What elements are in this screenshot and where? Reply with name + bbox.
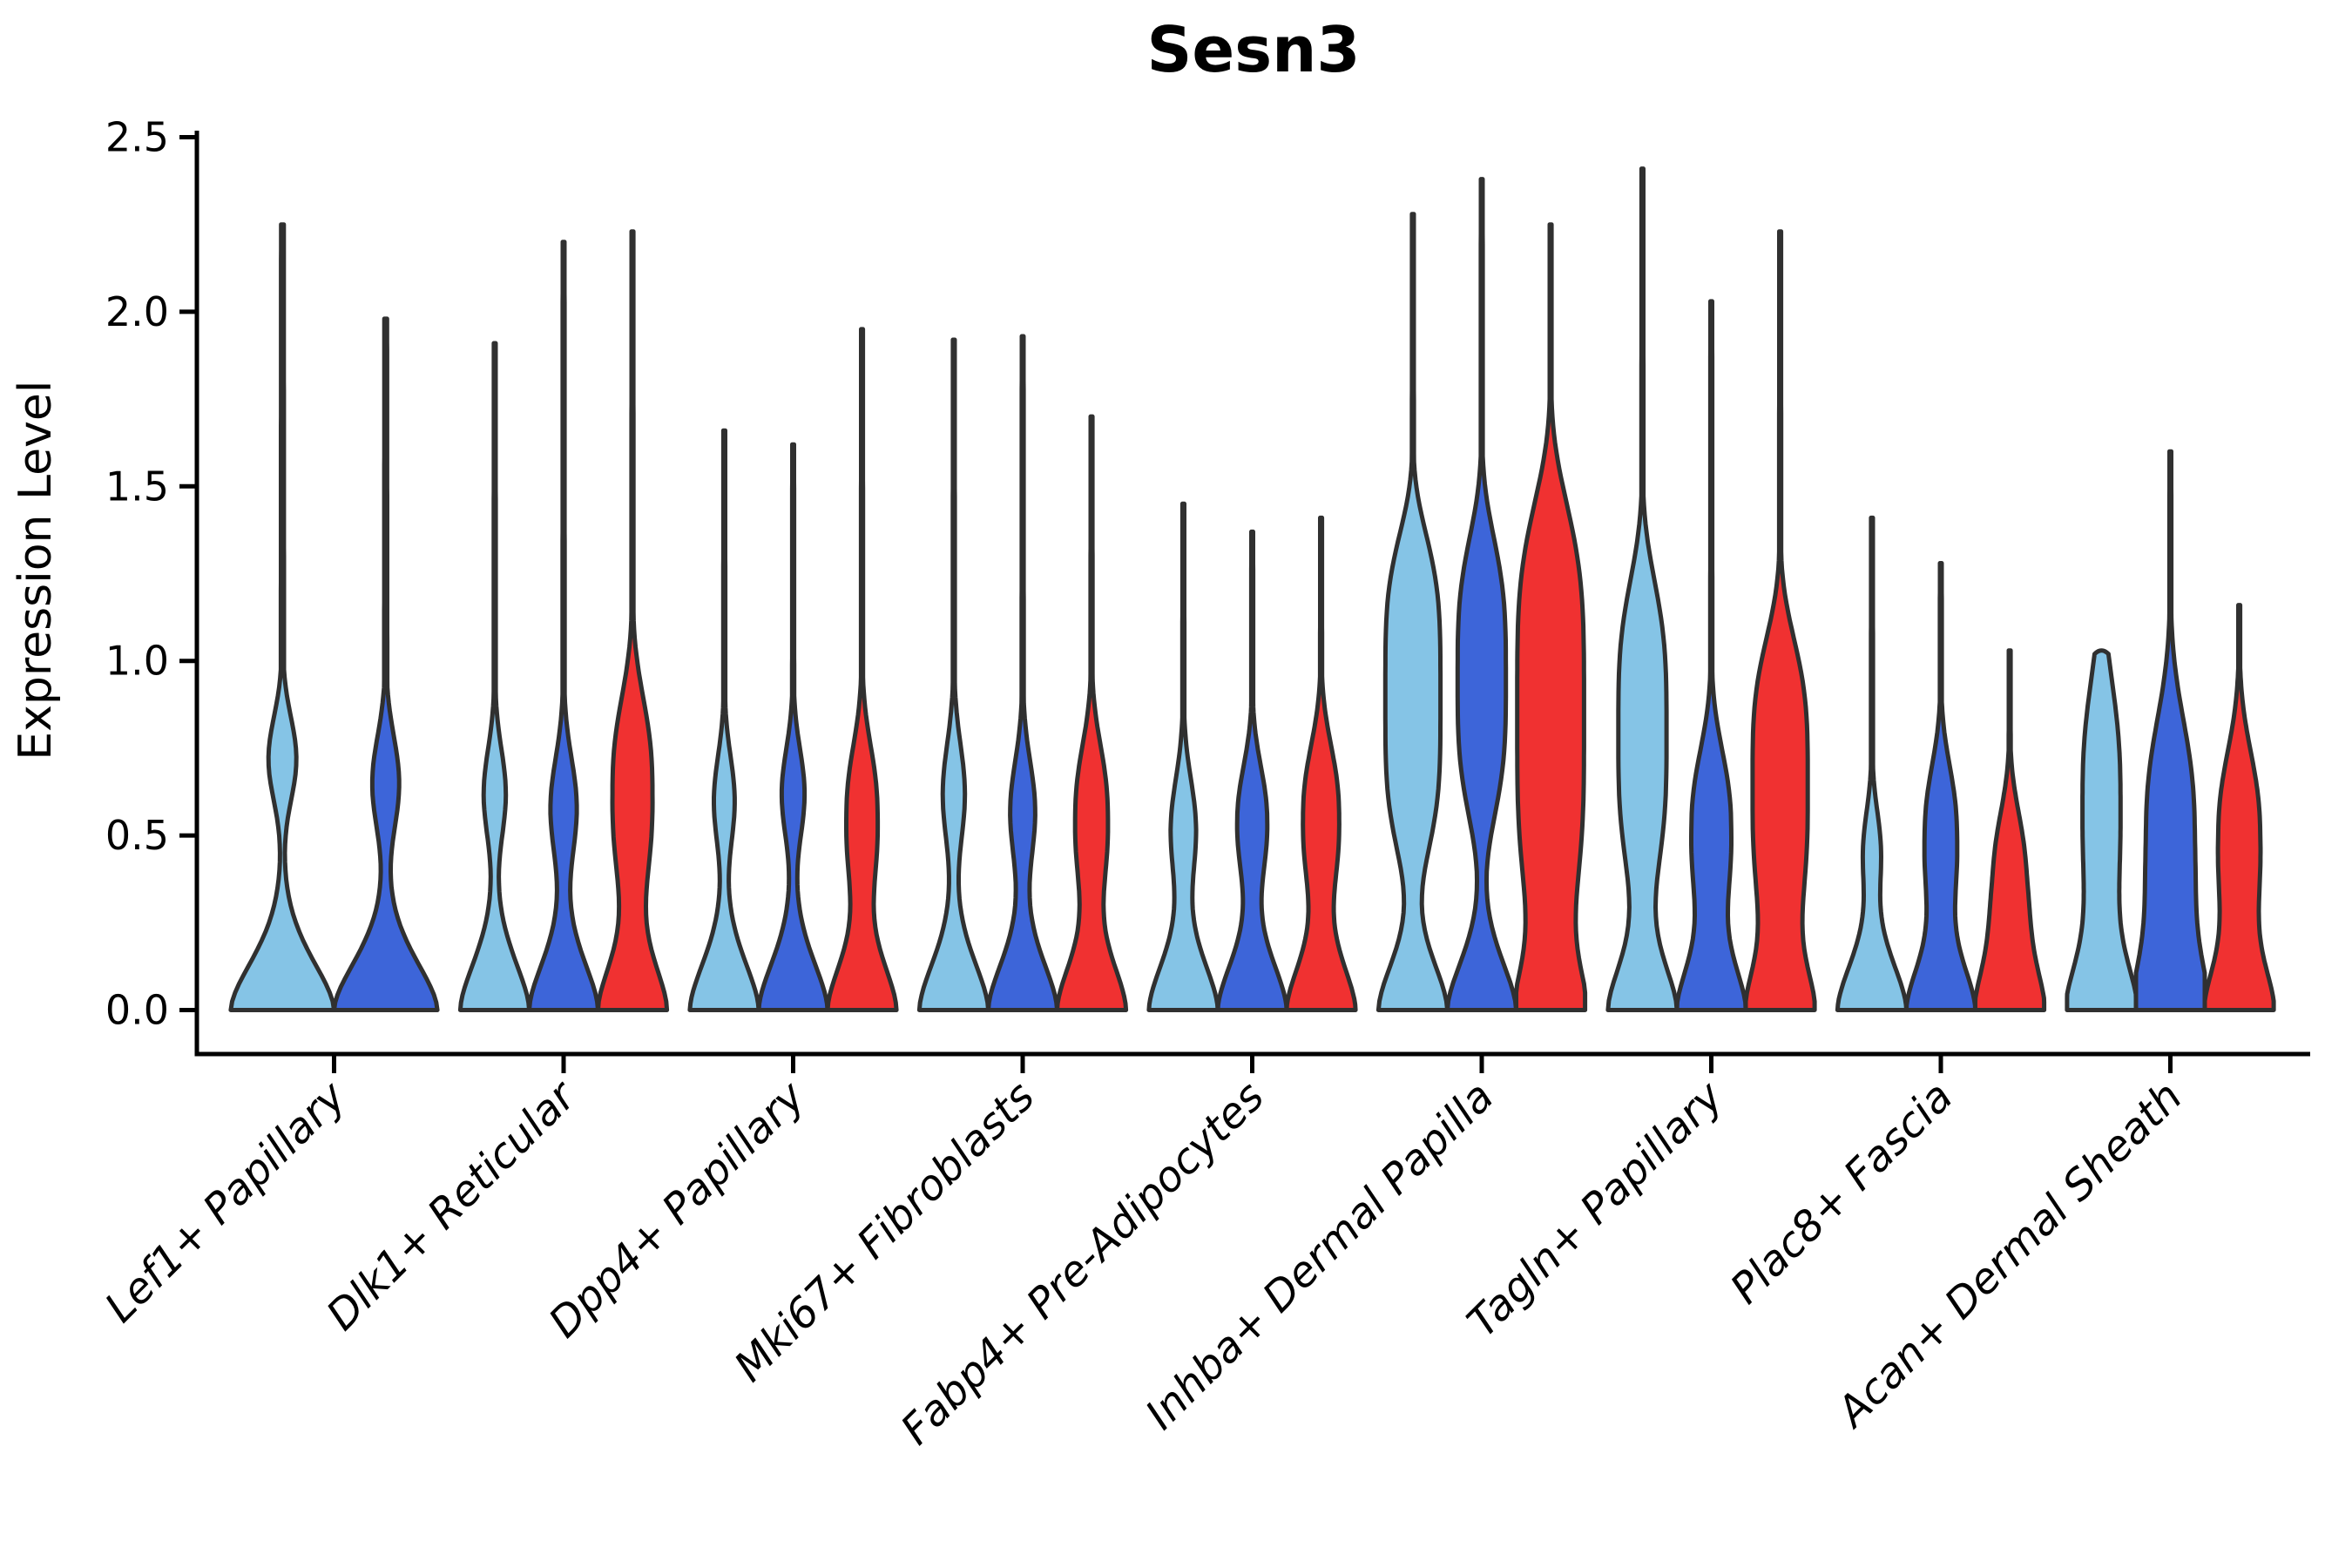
violin-inhba-red bbox=[1514, 222, 1588, 1012]
violin-acan-light_blue bbox=[2065, 648, 2139, 1012]
x-tick-label: Dlk1+ Reticular bbox=[317, 1071, 587, 1341]
violin-dlk1-light_blue bbox=[457, 341, 531, 1012]
y-axis-label: Expression Level bbox=[10, 381, 62, 760]
violin-inhba-dark_blue bbox=[1445, 177, 1518, 1012]
violin-dlk1-dark_blue bbox=[527, 240, 600, 1012]
violin-plac8-dark_blue bbox=[1904, 561, 1977, 1012]
violin-dpp4-red bbox=[825, 327, 899, 1012]
violin-mki67-red bbox=[1055, 414, 1129, 1012]
x-tick-label: Lef1+ Papillary bbox=[96, 1071, 356, 1332]
violin-fabp4-dark_blue bbox=[1215, 529, 1289, 1012]
y-tick-label: 0.0 bbox=[105, 987, 169, 1034]
y-tick-label: 2.5 bbox=[105, 114, 169, 161]
violin-dpp4-light_blue bbox=[687, 428, 761, 1012]
y-tick-label: 1.5 bbox=[105, 463, 169, 510]
x-tick-label: Tagln+ Papillary bbox=[1458, 1071, 1734, 1347]
x-tick-label: Plac8+ Fascia bbox=[1721, 1072, 1963, 1314]
violin-mki67-light_blue bbox=[916, 337, 990, 1012]
violin-acan-dark_blue bbox=[2133, 449, 2207, 1012]
violin-lef1-dark_blue bbox=[332, 316, 440, 1012]
violin-tagln-dark_blue bbox=[1674, 299, 1748, 1012]
y-tick-label: 0.5 bbox=[105, 812, 169, 859]
chart-title: Sesn3 bbox=[1147, 13, 1361, 86]
violin-fabp4-red bbox=[1284, 515, 1358, 1012]
x-tick-label: Dpp4+ Papillary bbox=[539, 1071, 814, 1347]
y-tick-label: 1.0 bbox=[105, 638, 169, 685]
violin-plac8-red bbox=[1973, 648, 2047, 1012]
y-tick-label: 2.0 bbox=[105, 288, 169, 335]
violin-dlk1-red bbox=[596, 229, 670, 1012]
violin-lef1-light_blue bbox=[228, 222, 336, 1012]
violin-tagln-red bbox=[1743, 229, 1817, 1012]
violin-mki67-dark_blue bbox=[986, 334, 1059, 1012]
x-tick-label: Fabp4+ Pre-Adipocytes bbox=[891, 1072, 1274, 1455]
violin-plac8-light_blue bbox=[1835, 515, 1909, 1012]
violin-tagln-light_blue bbox=[1605, 166, 1680, 1012]
violin-fabp4-light_blue bbox=[1146, 501, 1220, 1012]
violin-inhba-light_blue bbox=[1375, 212, 1450, 1012]
violin-dpp4-dark_blue bbox=[756, 442, 830, 1012]
violin-acan-red bbox=[2202, 603, 2276, 1012]
